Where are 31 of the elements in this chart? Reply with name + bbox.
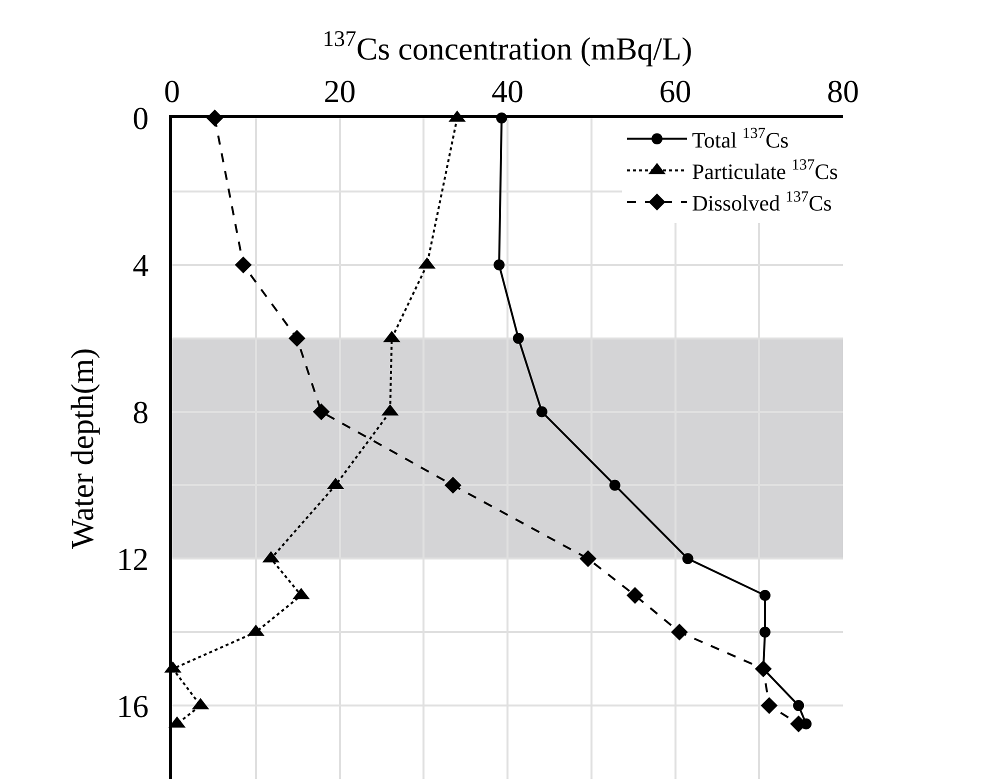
y-tick-label: 4 bbox=[132, 247, 149, 284]
point bbox=[626, 586, 644, 604]
x-tick-label: 40 bbox=[492, 73, 524, 110]
legend-label: Dissolved $^{137}$Cs bbox=[692, 188, 832, 216]
point bbox=[288, 330, 306, 347]
point bbox=[760, 697, 778, 714]
x-axis-title: $^{137}$Cs concentration (mBq/L) bbox=[322, 26, 692, 66]
y-tick-label: 12 bbox=[116, 540, 149, 577]
x-tick-label: 60 bbox=[659, 73, 692, 110]
point bbox=[494, 259, 505, 270]
point bbox=[536, 406, 548, 418]
y-tick-label: 0 bbox=[132, 100, 149, 136]
point bbox=[760, 626, 770, 638]
point bbox=[512, 332, 524, 344]
point bbox=[580, 550, 596, 568]
point bbox=[682, 553, 694, 564]
x-tick-label: 20 bbox=[324, 73, 356, 110]
point bbox=[312, 403, 330, 420]
legend-label: Particulate $^{137}$Cs bbox=[692, 156, 838, 184]
x-tick-label: 80 bbox=[827, 73, 859, 110]
point bbox=[670, 624, 688, 641]
point bbox=[760, 590, 770, 601]
point bbox=[444, 476, 462, 494]
point bbox=[793, 700, 804, 712]
legend-label: Total $^{137}$Cs bbox=[692, 125, 789, 152]
y-tick-label: 16 bbox=[116, 688, 149, 724]
y-tick-label: 8 bbox=[132, 394, 149, 430]
point bbox=[609, 480, 620, 491]
y-axis-title: Water depth(m) bbox=[64, 348, 100, 549]
point bbox=[234, 256, 252, 274]
x-tick-label: 0 bbox=[164, 73, 180, 110]
